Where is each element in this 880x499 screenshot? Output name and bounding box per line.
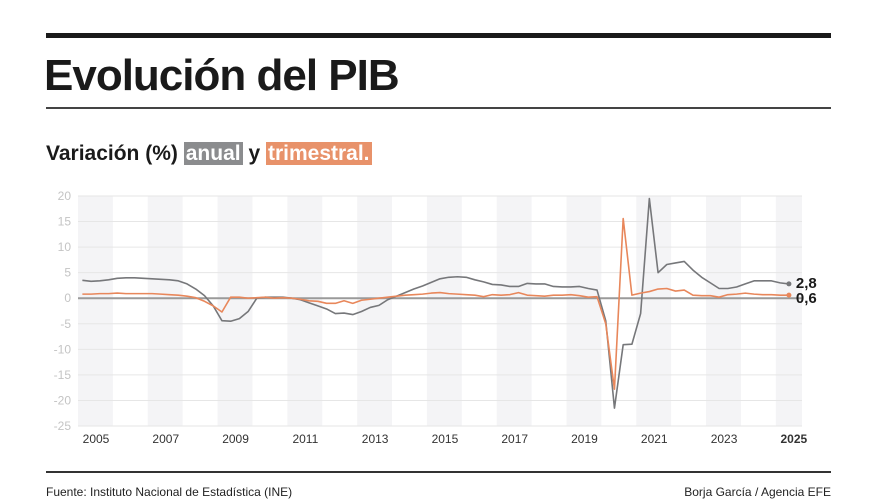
- x-tick-label: 2009: [222, 432, 249, 446]
- subtitle-prefix: Variación (%): [46, 142, 178, 165]
- y-tick-label: 5: [64, 266, 71, 280]
- end-point-trimestral: [786, 292, 792, 298]
- series-line-trimestral: [82, 217, 789, 391]
- source-text: Fuente: Instituto Nacional de Estadístic…: [46, 485, 293, 499]
- y-tick-label: -10: [54, 342, 72, 356]
- x-tick-label: 2019: [571, 432, 598, 446]
- year-band-2025: [775, 196, 802, 426]
- footer-rule: [46, 471, 831, 473]
- year-band-2019: [566, 196, 602, 426]
- legend-trimestral: trimestral.: [265, 142, 372, 165]
- x-tick-label: 2025: [780, 432, 807, 446]
- x-tick-label: 2023: [711, 432, 738, 446]
- credit-text: Borja García / Agencia EFE: [684, 485, 831, 499]
- x-tick-label: 2011: [292, 432, 318, 446]
- x-tick-label: 2017: [501, 432, 528, 446]
- series-line-anual: [82, 197, 790, 409]
- y-tick-label: -25: [54, 419, 72, 433]
- y-tick-label: 10: [58, 240, 72, 254]
- x-tick-label: 2015: [432, 432, 459, 446]
- x-tick-label: 2021: [641, 432, 668, 446]
- subtitle-mid: y: [248, 142, 261, 165]
- y-tick-label: -20: [54, 393, 72, 407]
- page-title: Evolución del PIB: [44, 51, 400, 100]
- title-rule: [46, 107, 831, 109]
- end-label-trimestral: 0,6: [796, 290, 817, 307]
- y-tick-label: 0: [64, 291, 71, 305]
- y-tick-label: 20: [58, 189, 72, 203]
- x-tick-label: 2007: [152, 432, 179, 446]
- x-tick-label: 2013: [362, 432, 389, 446]
- x-tick-label: 2005: [83, 432, 110, 446]
- year-band-2023: [706, 196, 741, 426]
- end-label-anual: 2,8: [796, 275, 817, 292]
- y-tick-label: -15: [54, 368, 72, 382]
- year-band-2007: [147, 196, 183, 426]
- y-tick-label: 15: [58, 215, 72, 229]
- end-point-anual: [786, 281, 792, 287]
- top-rule: [46, 33, 831, 38]
- year-band-2017: [496, 196, 532, 426]
- legend-anual: anual: [183, 142, 243, 165]
- year-band-2011: [287, 196, 323, 426]
- y-tick-label: -5: [60, 317, 71, 331]
- year-band-2015: [426, 196, 462, 426]
- year-band-2005: [78, 196, 113, 426]
- subtitle: Variación (%) anual y trimestral.: [46, 140, 372, 168]
